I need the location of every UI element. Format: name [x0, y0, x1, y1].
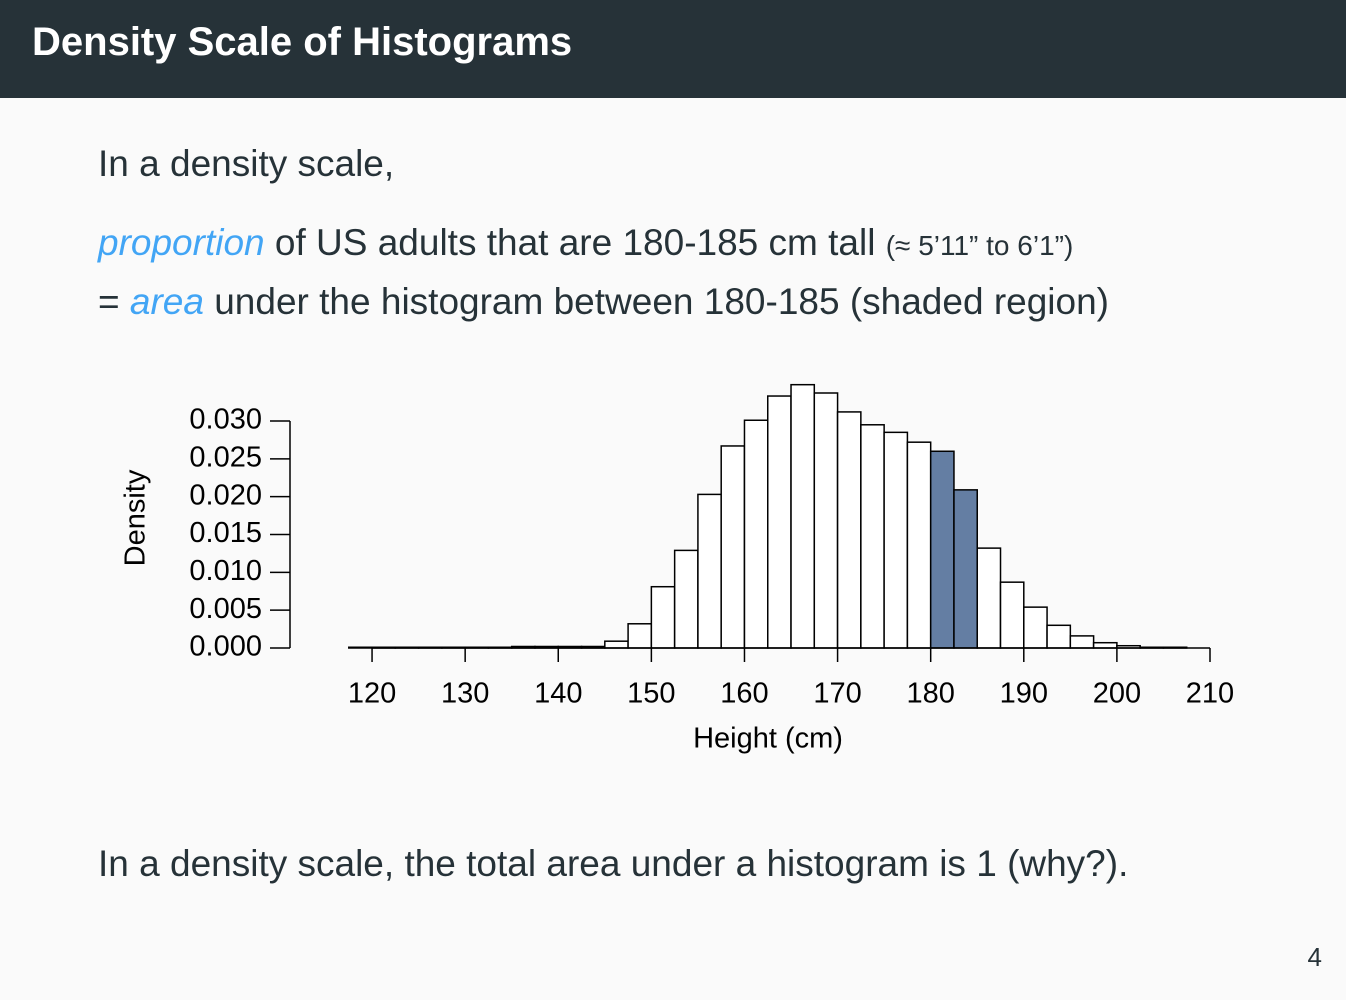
bar	[1023, 606, 1048, 649]
bar	[883, 431, 909, 649]
bar	[976, 547, 1002, 649]
page-number: 4	[1307, 942, 1322, 972]
text-line: = area under the histogram between 180-1…	[98, 281, 1109, 323]
bar	[790, 383, 816, 649]
text-line: proportion of US adults that are 180-185…	[98, 222, 1073, 264]
bar	[720, 445, 746, 649]
y-tick-label: 0.025	[189, 441, 262, 473]
x-axis-label: Height (cm)	[693, 723, 843, 755]
text: under the histogram between 180-185 (sha…	[214, 281, 1109, 322]
bar	[836, 411, 862, 649]
x-tick-label: 190	[1000, 678, 1048, 710]
bar	[697, 493, 722, 649]
x-tick-label: 160	[720, 678, 768, 710]
x-tick-label: 120	[348, 678, 396, 710]
bar	[813, 392, 839, 649]
x-tick-label: 130	[441, 678, 489, 710]
x-tick-label: 180	[906, 678, 954, 710]
bar	[604, 640, 629, 649]
y-tick-label: 0.005	[189, 593, 262, 625]
bar	[929, 450, 955, 649]
bar	[1069, 635, 1095, 649]
bar	[906, 441, 932, 649]
symbol: =	[98, 281, 120, 322]
text-line: In a density scale,	[98, 143, 395, 184]
text-line: In a density scale, the total area under…	[98, 843, 1129, 884]
x-tick-label: 140	[534, 678, 582, 710]
y-axis-label: Density	[120, 469, 152, 566]
x-tick-label: 210	[1186, 678, 1234, 710]
bar	[348, 646, 373, 649]
chart: 0.000 0.005 0.010 0.015 0.020 0.025 0.030 120 13…	[120, 383, 1234, 755]
y-tick-label: 0.030	[189, 404, 262, 436]
bar	[1092, 641, 1118, 649]
header: Density Scale of Histograms	[0, 0, 1346, 98]
text: of US adults that are 180-185 cm tall	[274, 222, 876, 263]
y-tick-label: 0.015	[189, 517, 262, 549]
emphasis: proportion	[98, 222, 265, 263]
emphasis: area	[129, 281, 204, 322]
bar	[1046, 624, 1072, 649]
x-tick-label: 150	[627, 678, 675, 710]
slide-title: Density Scale of Histograms	[32, 20, 573, 64]
bar	[673, 549, 699, 649]
bar	[743, 419, 769, 649]
y-tick-label: 0.000	[189, 631, 262, 663]
x-tick-label: 170	[813, 678, 861, 710]
note: (≈ 5’11” to 6’1”)	[885, 230, 1074, 261]
bar	[650, 585, 676, 649]
x-tick-label: 200	[1093, 678, 1141, 710]
y-tick-label: 0.020	[189, 479, 262, 511]
bar	[767, 395, 792, 649]
y-tick-label: 0.010	[189, 555, 262, 587]
bar	[860, 424, 885, 649]
bar	[953, 489, 978, 649]
bar	[999, 581, 1025, 649]
bar	[627, 623, 653, 649]
